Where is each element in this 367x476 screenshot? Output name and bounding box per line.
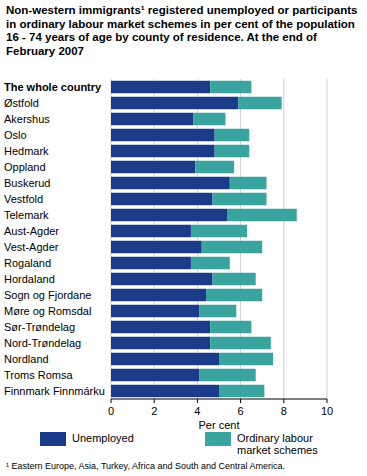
category-label: Akershus [4, 113, 50, 125]
bar [202, 241, 262, 253]
grid-line [197, 79, 198, 399]
tick-mark [197, 399, 198, 403]
bar [228, 209, 297, 221]
legend-swatch [40, 432, 66, 446]
bar [210, 321, 251, 333]
category-label: Møre og Romsdal [4, 305, 91, 317]
tick-label: 2 [151, 405, 157, 417]
bar [111, 161, 195, 173]
category-label: Hedmark [4, 145, 49, 157]
legend-label: Ordinary labour market schemes [237, 432, 329, 456]
bar [200, 305, 237, 317]
bar [111, 177, 230, 189]
footnote: ¹ Eastern Europe, Asia, Turkey, Africa a… [6, 461, 366, 471]
bar [111, 353, 219, 365]
grid-line [154, 79, 155, 399]
x-axis [111, 399, 327, 400]
bar [213, 193, 267, 205]
tick-label: 10 [321, 405, 333, 417]
tick-mark [283, 399, 284, 403]
chart: 0 2 4 6 8 10 Per cent The whole country Østfold A… [0, 0, 367, 476]
tick-label: 6 [238, 405, 244, 417]
bar [215, 129, 250, 141]
tick-mark [327, 399, 328, 403]
x-axis-label: Per cent [199, 419, 240, 431]
bar [111, 385, 219, 397]
category-label: Oppland [4, 161, 46, 173]
bar [111, 305, 200, 317]
bar [210, 81, 251, 93]
bar [111, 97, 238, 109]
bar [111, 209, 228, 221]
grid-line [111, 79, 112, 399]
category-label: Aust-Agder [4, 225, 59, 237]
bar [111, 129, 215, 141]
bar [219, 385, 264, 397]
category-label: The whole country [4, 81, 102, 93]
bar [111, 145, 215, 157]
category-label: Vest-Agder [4, 241, 59, 253]
category-label: Vestfold [4, 193, 43, 205]
bar [111, 225, 191, 237]
grid-line [240, 79, 241, 399]
grid-line [283, 79, 284, 399]
bar [200, 369, 256, 381]
title: Non-western immigrants¹ registered unemp… [6, 4, 358, 58]
category-label: Oslo [4, 129, 27, 141]
tick-mark [111, 399, 112, 403]
bar [191, 257, 230, 269]
bar [111, 337, 210, 349]
category-label: Telemark [4, 209, 49, 221]
bar [219, 353, 273, 365]
bar [111, 273, 213, 285]
bar [111, 321, 210, 333]
category-label: Hordaland [4, 273, 55, 285]
bar [210, 337, 270, 349]
bar [111, 193, 213, 205]
grid-line [327, 79, 328, 399]
bar [230, 177, 267, 189]
category-label: Nordland [4, 353, 49, 365]
bar [111, 257, 191, 269]
tick-mark [154, 399, 155, 403]
category-label: Østfold [4, 97, 39, 109]
category-label: Rogaland [4, 257, 51, 269]
category-label: Troms Romsa [4, 369, 74, 381]
bar [195, 161, 234, 173]
tick-label: 8 [281, 405, 287, 417]
bar [111, 241, 202, 253]
bar [111, 81, 210, 93]
category-label: Buskerud [4, 177, 50, 189]
category-label: Sogn og Fjordane [4, 289, 91, 301]
tick-label: 0 [108, 405, 114, 417]
bar [193, 113, 225, 125]
bar [206, 289, 262, 301]
tick-mark [240, 399, 241, 403]
bar [111, 289, 206, 301]
bar [213, 273, 256, 285]
bar [215, 145, 250, 157]
category-label: Nord-Trøndelag [4, 337, 81, 349]
bar [191, 225, 247, 237]
bar [111, 369, 200, 381]
bars [111, 81, 297, 397]
bar [238, 97, 281, 109]
tick-label: 4 [194, 405, 200, 417]
bar [111, 113, 193, 125]
category-label: Finnmark Finnmárku [4, 385, 105, 397]
category-label: Sør-Trøndelag [4, 321, 75, 333]
legend-swatch [205, 432, 231, 446]
legend-label: Unemployed [72, 432, 164, 444]
